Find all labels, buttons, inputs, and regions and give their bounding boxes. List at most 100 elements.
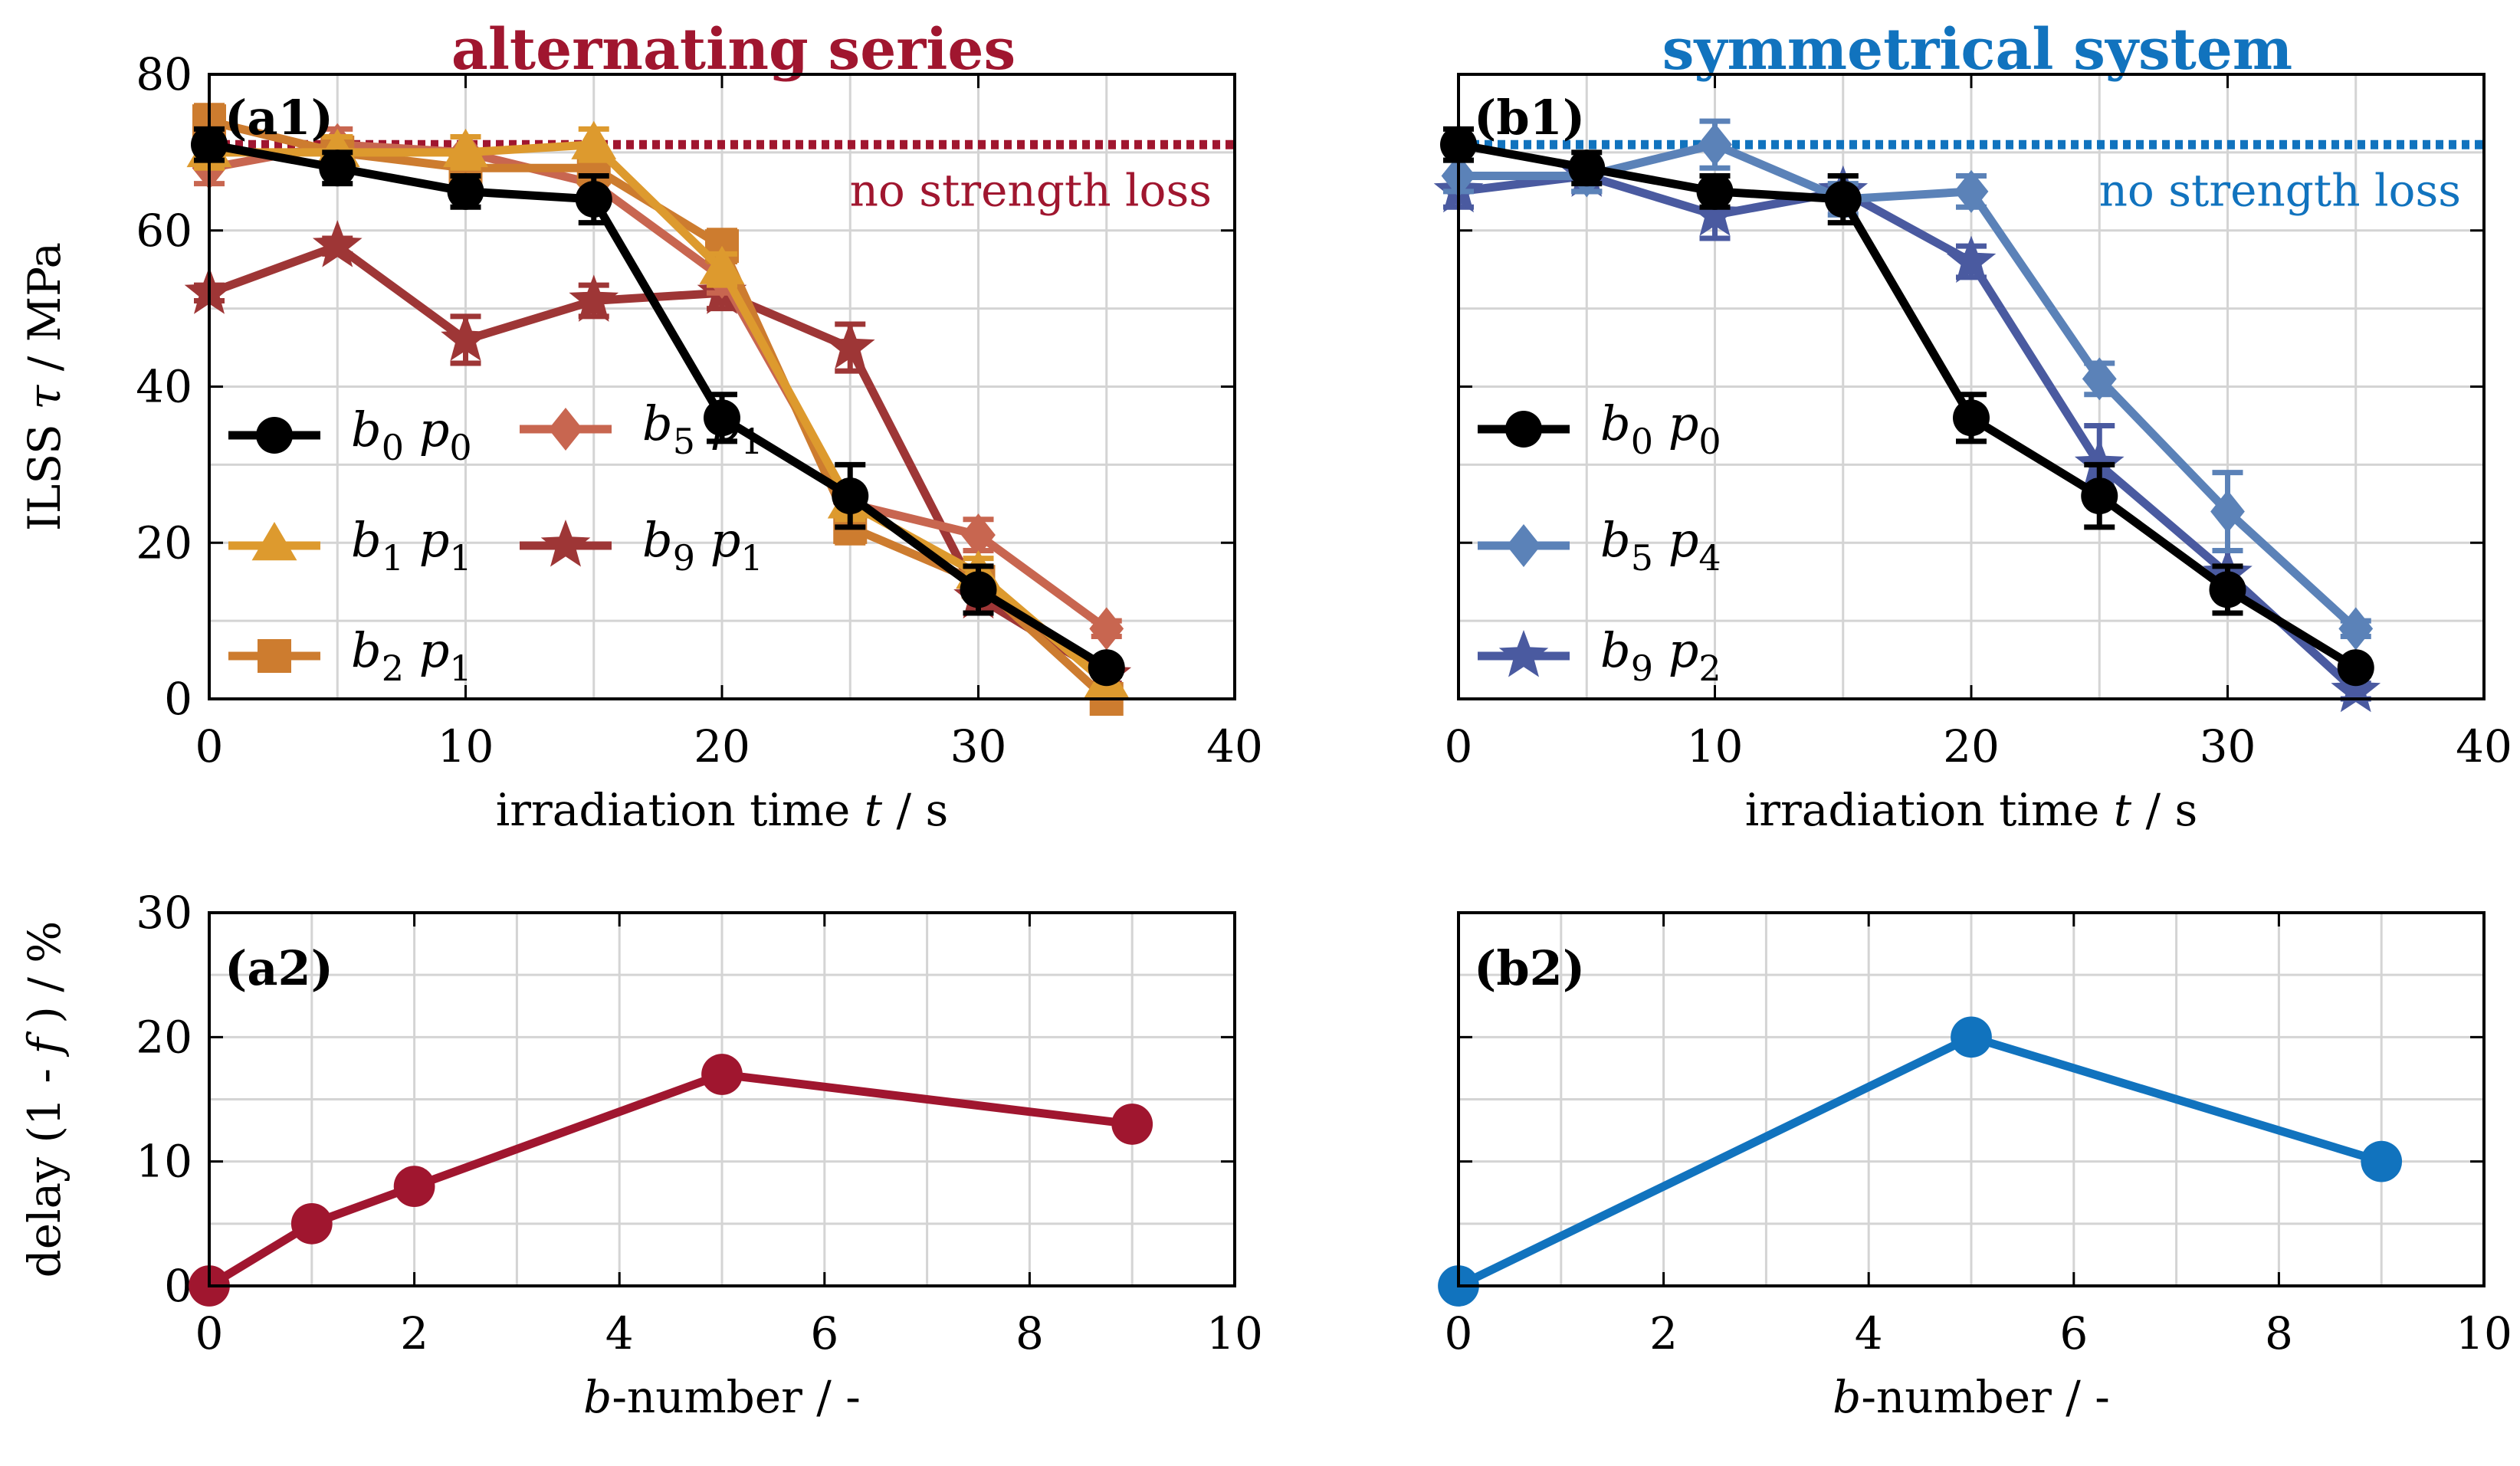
data-point [2331,664,2381,713]
legend-label-part: p [695,512,740,568]
data-point [290,1202,333,1245]
y-tick-label: 20 [136,517,192,569]
x-tick-label: 8 [1016,1307,1044,1359]
x-axis-label-part: t [2114,784,2132,836]
legend-label-part: b [1600,512,1631,568]
data-point [825,321,875,369]
series-alternating-series [189,1054,1153,1307]
legend-entry: b9 p1 [520,512,763,579]
legend-label-part: 1 [740,537,763,579]
x-tick-label: 0 [1445,1307,1473,1359]
legend-label-part: b [351,512,382,568]
series-line [208,241,1109,680]
panel-label: (a2) [225,940,333,996]
legend-label: b1 p1 [351,512,472,579]
x-tick-label: 8 [2265,1307,2293,1359]
data-point [2361,1140,2403,1182]
data-point [1568,149,1606,187]
legend-label: b5 p1 [642,395,763,462]
x-axis-label-part: -number / - [1861,1371,2110,1423]
data-point [2210,490,2245,533]
y-axis-label-part: ILSS [18,410,71,531]
legend-marker [1506,524,1541,567]
legend-label: b9 p1 [642,512,763,579]
x-axis-label: irradiation time t / s [496,784,949,836]
legend-label-part: 0 [1631,421,1653,462]
data-point [575,181,612,218]
legend-label-part: 2 [1698,648,1721,689]
legend-label: b0 p0 [1600,395,1721,462]
x-tick-label: 0 [195,720,224,772]
data-point [701,1054,743,1095]
legend-label-part: 9 [1631,648,1653,689]
data-point [1690,189,1740,236]
x-tick-label: 30 [2200,720,2256,772]
x-tick-label: 30 [950,720,1007,772]
data-point [2337,649,2374,687]
panel-b2: 0 2 4 6 8 10 b-number / - (b2) [1438,911,2512,1423]
legend-marker [258,639,291,673]
legend-label-part: 5 [673,421,695,462]
title-alternating-series: alternating series [451,17,1016,83]
legend-label: b0 p0 [351,402,472,468]
legend-label: b5 p4 [1600,512,1721,579]
data-point [960,571,997,608]
panel-label: (b2) [1474,940,1585,996]
data-point [447,172,484,210]
reference-label: no strength loss [2099,165,2461,217]
panel-a2: 0 2 4 6 8 10 0 10 20 30 b-number / - delay (1 - f )… [18,887,1263,1423]
legend-label-part: 9 [673,537,695,579]
legend-label-part: p [404,512,449,568]
x-axis-label: b-number / - [1833,1371,2110,1423]
series-line [1458,140,2358,671]
y-axis-label-part: / MPa [18,242,71,385]
legend-marker [548,408,583,451]
legend-entry: b2 p1 [228,622,472,689]
data-point [569,274,619,322]
x-tick-label: 10 [1687,720,1744,772]
x-axis-label-part: / s [882,784,948,836]
y-tick-label: 10 [136,1136,192,1188]
legend-label-part: 0 [449,427,471,468]
legend-label-part: b [642,512,673,568]
data-point [1951,1016,1992,1058]
plot-frame [208,73,1236,700]
x-tick-label: 10 [1206,1307,1263,1359]
x-tick-label: 6 [810,1307,838,1359]
x-tick-label: 40 [1206,720,1263,772]
legend-entry: b5 p1 [520,395,763,462]
data-point [2209,571,2246,608]
reference-label: no strength loss [850,165,1212,217]
y-axis-label: delay (1 - f ) / % [18,921,71,1278]
data-point [393,1166,435,1208]
legend-entry: b9 p2 [1478,622,1721,689]
legend-label-part: p [1653,622,1698,678]
x-axis-label-part: irradiation time [496,784,865,836]
series-line [1458,171,2359,694]
legend-label-part: p [404,622,449,678]
x-axis-label-part: -number / - [612,1371,861,1423]
legend-label-part: 1 [382,537,404,579]
data-point [1089,607,1124,651]
series-b0-p0 [1440,126,2374,687]
x-tick-label: 40 [2456,720,2512,772]
data-point [319,149,356,187]
x-tick-label: 2 [1649,1307,1678,1359]
legend-entry: b1 p1 [228,512,472,579]
x-tick-label: 6 [2059,1307,2088,1359]
data-point [443,128,488,168]
legend-label-part: 1 [740,421,763,462]
legend-label-part: 0 [382,427,404,468]
legend-label-part: b [642,395,673,451]
legend-label-part: 2 [382,648,404,689]
plot-frame [208,911,1236,1287]
legend-entry: b0 p0 [228,402,472,468]
x-tick-label: 0 [1445,720,1473,772]
legend-marker [540,520,591,567]
x-axis-label-part: / s [2131,784,2197,836]
legend-label-part: p [1653,512,1698,568]
data-point [571,120,617,159]
data-point [961,513,996,557]
data-point [699,245,745,284]
